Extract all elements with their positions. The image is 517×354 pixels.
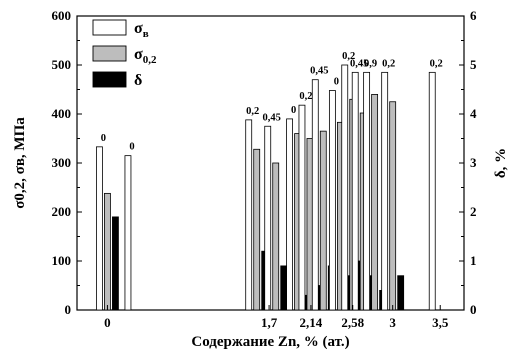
bar-annotation: 0,45 [310,66,328,77]
bar-sigma-b [381,71,389,311]
y-axis-label-right: δ, % [493,148,509,178]
bar-sigma-b [245,119,253,311]
bar-annotation: 0 [291,105,296,116]
bar-sigma-b [264,125,272,311]
bar-sigma-02 [104,192,111,311]
y-axis-label-left: σ0,2, σв, МПа [12,117,28,209]
y-right-tick-label: 1 [470,253,477,268]
y-left-tick-label: 200 [52,204,72,219]
bar-annotation: 0,45 [263,112,281,123]
legend-label: δ [134,72,142,89]
bar-annotation: 0,2 [246,106,259,117]
y-right-tick-label: 6 [470,8,477,23]
y-right-tick-label: 0 [470,302,477,317]
y-right-tick-label: 5 [470,57,477,72]
x-tick-label: 2,58 [341,315,364,330]
bar-delta [112,216,119,311]
bar-annotation: 0 [101,133,106,144]
legend-label: σв [134,20,149,40]
bar-sigma-b [124,155,132,311]
x-axis-label: Содержание Zn, % (ат.) [191,334,349,350]
x-tick-label: 3 [389,315,396,330]
y-left-tick-label: 400 [52,106,72,121]
y-left-tick-label: 0 [65,302,72,317]
x-tick-label: 3,5 [432,315,449,330]
bar-annotation: 0,2 [430,58,443,69]
bar-sigma-b [351,71,359,311]
y-left-tick-label: 300 [52,155,72,170]
bar-sigma-02 [371,94,379,311]
bar-sigma-b [286,118,293,311]
bar-annotation: 0 [129,142,134,153]
bar-sigma-02 [319,130,327,311]
y-right-label-text: δ, % [493,148,509,178]
y-right-tick-label: 2 [470,204,477,219]
bar-annotation: 0 [334,76,339,87]
bars-layer [96,64,436,311]
bar-sigma-02 [389,101,397,311]
bar-annotation: 0,45 [350,58,368,69]
bar-sigma-b [298,104,306,311]
bar-sigma-b [311,79,319,311]
y-right-tick-label: 4 [470,106,477,121]
bar-annotation: 0,2 [342,51,355,62]
bar-delta [280,265,288,311]
bar-annotation: 0,9 [364,58,377,69]
axes-layer: 0 100 200 300 400 500 600 0 1 2 3 4 5 6 0 1,7 2,14 2,58 3 3… [52,8,478,330]
bar-delta [397,275,405,311]
y-left-tick-label: 500 [52,57,72,72]
bar-sigma-b [328,90,336,311]
bar-sigma-02 [253,148,261,311]
y-left-label-text: σ0,2, σв, МПа [12,117,28,209]
y-left-tick-label: 600 [52,8,72,23]
bar-sigma-b [341,64,349,311]
bar-sigma-b [428,71,436,311]
legend-label: σ0,2 [134,46,157,66]
legend-swatch [92,45,127,62]
bar-annotation: 0,2 [382,58,395,69]
legend-swatch [92,71,127,88]
x-tick-label: 0 [104,315,111,330]
legend: σв σ0,2 δ [92,19,157,89]
legend-swatch [92,19,127,36]
x-tick-label: 1,7 [261,315,278,330]
bar-sigma-b [363,71,371,311]
y-left-tick-label: 100 [52,253,72,268]
bar-annotation: 0,2 [299,91,312,102]
bar-sigma-b [96,146,103,311]
y-right-tick-label: 3 [470,155,477,170]
bar-sigma-02 [272,162,280,311]
x-tick-label: 2,14 [300,315,323,330]
